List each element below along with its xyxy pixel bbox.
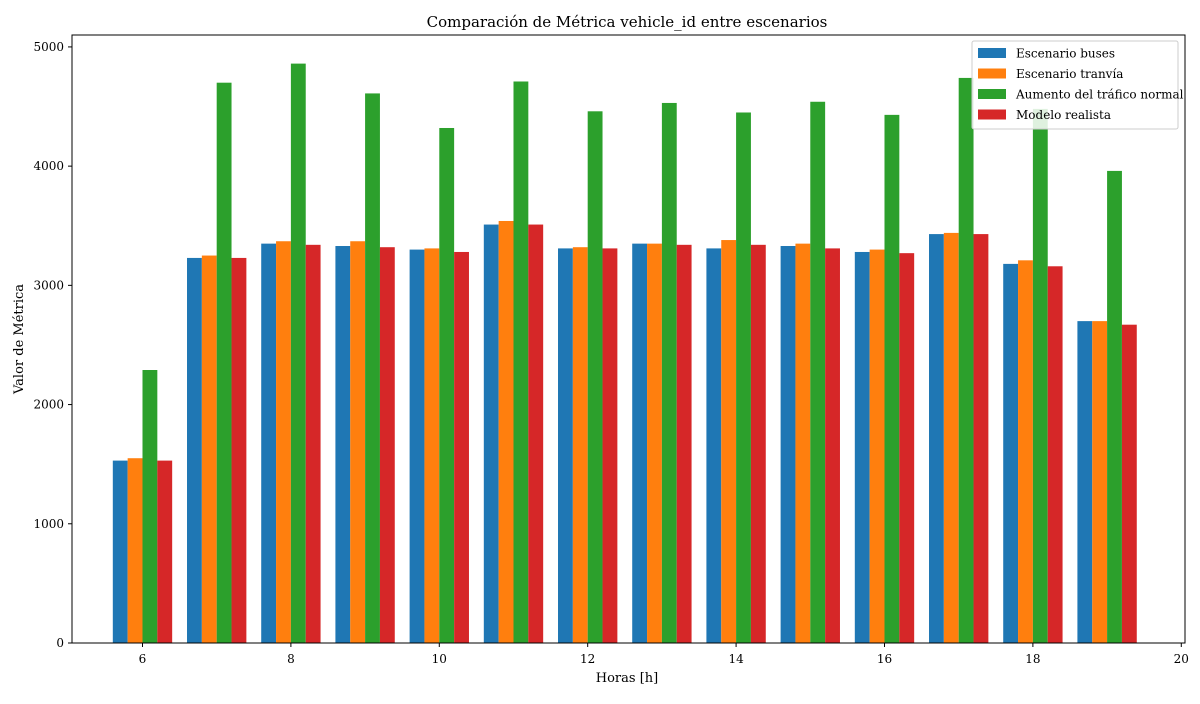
bar-4-17 (973, 234, 989, 643)
chart-title: Comparación de Métrica vehicle_id entre … (427, 13, 828, 31)
bar-2-19 (1092, 321, 1108, 643)
bar-4-9 (379, 247, 395, 643)
y-tick-label: 3000 (33, 278, 64, 292)
x-tick-label: 12 (580, 652, 595, 666)
bar-1-17 (929, 234, 944, 643)
legend-swatch (978, 89, 1006, 99)
bar-4-14 (750, 244, 766, 643)
bar-2-6 (127, 458, 143, 643)
y-axis-label: Valor de Métrica (12, 284, 27, 395)
bar-4-8 (305, 244, 321, 643)
bar-3-19 (1107, 170, 1122, 643)
bar-3-11 (513, 81, 529, 644)
bar-1-16 (854, 251, 870, 643)
legend-label: Modelo realista (1016, 108, 1111, 122)
y-tick-label: 4000 (33, 159, 64, 173)
x-tick-label: 20 (1174, 652, 1189, 666)
bar-3-14 (736, 112, 751, 644)
bar-3-12 (587, 111, 603, 644)
bar-3-17 (958, 77, 974, 644)
bar-3-7 (216, 82, 232, 643)
bar-3-13 (661, 102, 677, 643)
bar-2-7 (201, 255, 217, 644)
bar-4-18 (1047, 266, 1063, 643)
bar-1-11 (483, 224, 499, 644)
legend: Escenario buses Escenario tranvía Aumento … (971, 40, 1184, 130)
x-tick-label: 14 (728, 652, 744, 666)
legend-frame (971, 40, 1179, 130)
y-tick-label: 2000 (33, 398, 64, 412)
bar-4-15 (825, 248, 840, 643)
bar-2-15 (795, 243, 811, 643)
x-tick-label: 8 (287, 652, 295, 666)
bar-1-7 (187, 257, 202, 643)
bar-1-8 (261, 243, 277, 643)
bar-4-13 (676, 244, 692, 643)
bar-1-19 (1077, 321, 1093, 643)
bar-3-16 (884, 114, 900, 644)
legend-label: Escenario buses (1016, 47, 1115, 61)
bar-2-17 (943, 232, 959, 643)
bar-2-16 (869, 249, 885, 643)
bar-3-18 (1032, 108, 1048, 643)
legend-label: Aumento del tráfico normal (1015, 88, 1184, 102)
bar-2-18 (1018, 260, 1033, 643)
bar-4-19 (1121, 324, 1137, 643)
bar-2-10 (424, 248, 440, 643)
bar-4-7 (231, 257, 247, 643)
bar-4-12 (602, 248, 618, 643)
bar-3-6 (142, 370, 158, 643)
bar-1-14 (706, 248, 722, 643)
x-tick-label: 6 (139, 652, 147, 666)
legend-swatch (978, 68, 1006, 79)
bar-3-15 (810, 101, 826, 643)
x-tick-label: 18 (1025, 652, 1040, 666)
bar-4-11 (528, 224, 544, 644)
bar-3-10 (439, 127, 455, 644)
bar-2-14 (721, 240, 737, 644)
bar-1-6 (112, 460, 128, 643)
y-tick-label: 1000 (33, 517, 64, 531)
bar-3-9 (365, 93, 380, 644)
bar-1-12 (558, 248, 573, 643)
bar-1-13 (632, 243, 648, 643)
bar-1-18 (1003, 263, 1019, 643)
y-tick-label: 0 (56, 636, 64, 650)
legend-swatch (978, 109, 1006, 120)
x-tick-label: 10 (432, 652, 447, 666)
bar-2-13 (647, 243, 662, 643)
bar-4-16 (899, 253, 915, 643)
legend-label: Escenario tranvía (1016, 67, 1123, 81)
bar-1-10 (409, 249, 425, 643)
bar-4-6 (157, 460, 173, 643)
bar-1-9 (335, 246, 351, 643)
bars-layer (112, 63, 1137, 644)
legend-swatch (978, 48, 1006, 58)
y-axis: 0 1000 2000 3000 4000 5000 (33, 40, 72, 650)
bar-2-12 (572, 247, 588, 643)
bar-3-8 (290, 63, 306, 644)
x-axis: 6 8 10 12 14 16 18 20 (139, 643, 1189, 666)
x-axis-label: Horas [h] (596, 671, 658, 686)
bar-1-15 (780, 246, 796, 643)
x-tick-label: 16 (877, 652, 892, 666)
bar-2-9 (350, 241, 366, 644)
bar-2-8 (276, 241, 291, 644)
bar-4-10 (454, 251, 469, 643)
y-tick-label: 5000 (33, 40, 64, 54)
plot-frame (71, 34, 1186, 644)
bar-2-11 (498, 220, 514, 644)
